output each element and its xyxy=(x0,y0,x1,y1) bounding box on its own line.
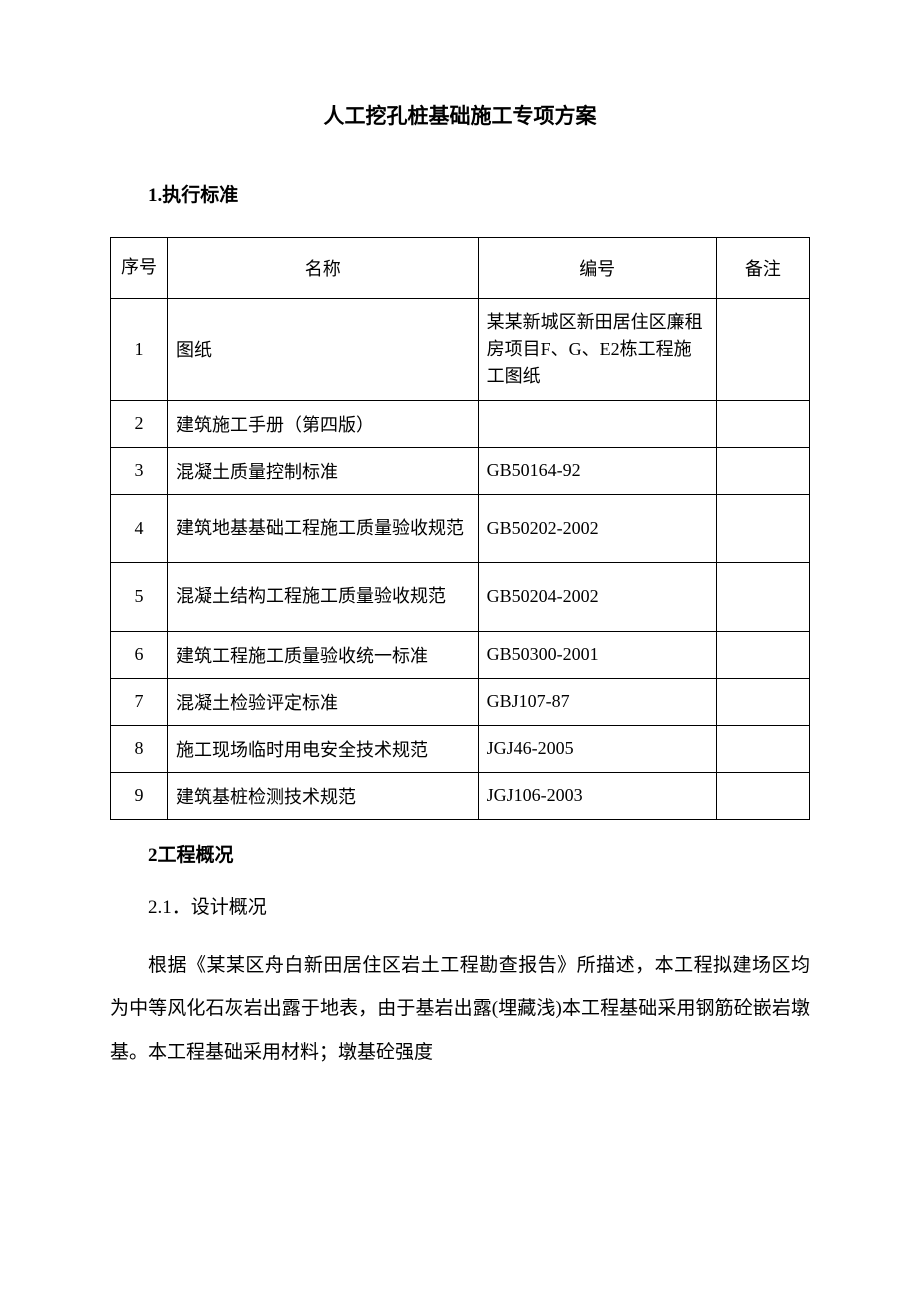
table-row: 7 混凝土检验评定标准 GBJ107-87 xyxy=(111,678,810,725)
standards-table: 序号 名称 编号 备注 1 图纸 某某新城区新田居住区廉租房项目F、G、E2栋工… xyxy=(110,237,810,820)
cell-seq: 7 xyxy=(111,678,168,725)
cell-name: 建筑基桩检测技术规范 xyxy=(167,772,478,819)
cell-name: 混凝土质量控制标准 xyxy=(167,447,478,494)
cell-code: JGJ46-2005 xyxy=(478,725,716,772)
cell-name: 混凝土检验评定标准 xyxy=(167,678,478,725)
cell-code: 某某新城区新田居住区廉租房项目F、G、E2栋工程施工图纸 xyxy=(478,298,716,400)
cell-code: GB50300-2001 xyxy=(478,631,716,678)
cell-note xyxy=(716,494,809,563)
cell-name: 施工现场临时用电安全技术规范 xyxy=(167,725,478,772)
table-row: 5 混凝土结构工程施工质量验收规范 GB50204-2002 xyxy=(111,563,810,632)
cell-note xyxy=(716,772,809,819)
cell-seq: 5 xyxy=(111,563,168,632)
cell-name: 建筑地基基础工程施工质量验收规范 xyxy=(167,494,478,563)
cell-seq: 2 xyxy=(111,400,168,447)
cell-note xyxy=(716,400,809,447)
cell-note xyxy=(716,678,809,725)
cell-name: 建筑工程施工质量验收统一标准 xyxy=(167,631,478,678)
body-paragraph: 根据《某某区舟白新田居住区岩土工程勘查报告》所描述，本工程拟建场区均为中等风化石… xyxy=(110,944,810,1075)
cell-name: 图纸 xyxy=(167,298,478,400)
table-row: 6 建筑工程施工质量验收统一标准 GB50300-2001 xyxy=(111,631,810,678)
cell-note xyxy=(716,631,809,678)
table-row: 9 建筑基桩检测技术规范 JGJ106-2003 xyxy=(111,772,810,819)
cell-seq: 9 xyxy=(111,772,168,819)
table-header-row: 序号 名称 编号 备注 xyxy=(111,238,810,299)
section-2-heading: 2工程概况 xyxy=(110,840,810,867)
cell-code: GBJ107-87 xyxy=(478,678,716,725)
cell-name: 建筑施工手册（第四版） xyxy=(167,400,478,447)
cell-seq: 4 xyxy=(111,494,168,563)
cell-name: 混凝土结构工程施工质量验收规范 xyxy=(167,563,478,632)
cell-seq: 8 xyxy=(111,725,168,772)
document-title: 人工挖孔桩基础施工专项方案 xyxy=(110,100,810,130)
cell-seq: 3 xyxy=(111,447,168,494)
cell-note xyxy=(716,447,809,494)
table-row: 4 建筑地基基础工程施工质量验收规范 GB50202-2002 xyxy=(111,494,810,563)
cell-code: GB50164-92 xyxy=(478,447,716,494)
table-row: 8 施工现场临时用电安全技术规范 JGJ46-2005 xyxy=(111,725,810,772)
cell-seq: 1 xyxy=(111,298,168,400)
subsection-2-1: 2.1．设计概况 xyxy=(110,892,810,919)
header-seq: 序号 xyxy=(111,238,168,299)
cell-code: GB50202-2002 xyxy=(478,494,716,563)
section-1-heading: 1.执行标准 xyxy=(110,180,810,207)
cell-note xyxy=(716,298,809,400)
cell-code: JGJ106-2003 xyxy=(478,772,716,819)
header-code: 编号 xyxy=(478,238,716,299)
header-note: 备注 xyxy=(716,238,809,299)
cell-seq: 6 xyxy=(111,631,168,678)
cell-note xyxy=(716,563,809,632)
cell-code: GB50204-2002 xyxy=(478,563,716,632)
table-row: 3 混凝土质量控制标准 GB50164-92 xyxy=(111,447,810,494)
cell-code xyxy=(478,400,716,447)
cell-note xyxy=(716,725,809,772)
table-row: 1 图纸 某某新城区新田居住区廉租房项目F、G、E2栋工程施工图纸 xyxy=(111,298,810,400)
header-name: 名称 xyxy=(167,238,478,299)
table-row: 2 建筑施工手册（第四版） xyxy=(111,400,810,447)
